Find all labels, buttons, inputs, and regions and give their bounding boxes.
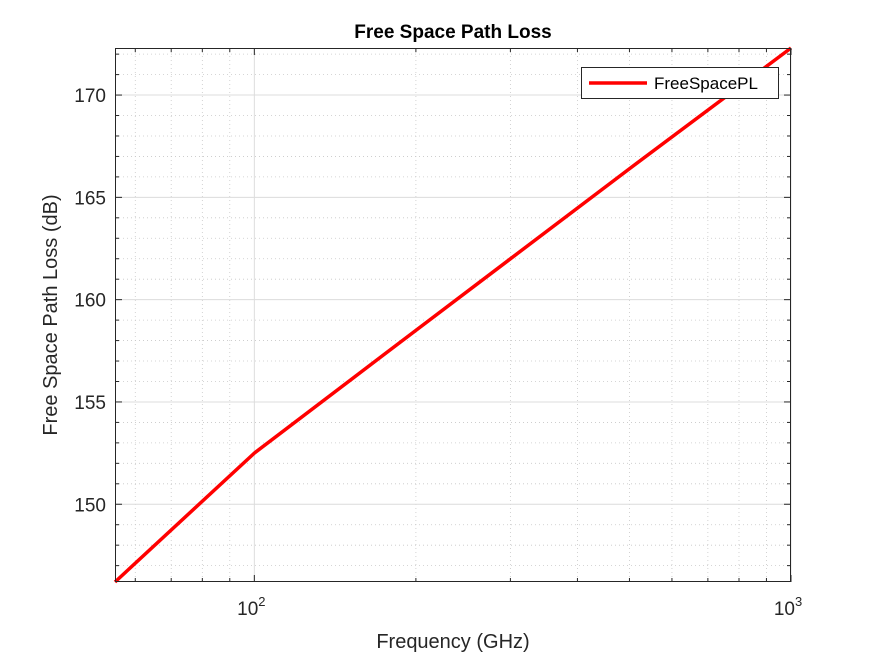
tick-marks xyxy=(115,48,792,582)
x-tick-label-exponent: 3 xyxy=(795,594,802,609)
x-tick-label-base: 10 xyxy=(774,599,795,620)
x-tick-label-exponent: 2 xyxy=(258,594,265,609)
x-axis-label: Frequency (GHz) xyxy=(376,631,529,653)
y-tick-label: 170 xyxy=(74,86,106,107)
chart-title: Free Space Path Loss xyxy=(354,22,551,43)
x-tick-label: 103 xyxy=(774,594,802,620)
legend-label: FreeSpacePL xyxy=(654,74,758,93)
x-tick-label-base: 10 xyxy=(237,599,258,620)
y-axis-label: Free Space Path Loss (dB) xyxy=(40,194,62,435)
series-layer xyxy=(113,46,793,584)
series-line-freespacepl xyxy=(113,46,793,584)
y-tick-label: 155 xyxy=(74,393,106,414)
axes-box xyxy=(115,48,791,582)
x-tick-label: 102 xyxy=(237,594,265,620)
minor-grid xyxy=(115,48,791,582)
y-tick-label: 150 xyxy=(74,495,106,516)
y-tick-label: 160 xyxy=(74,291,106,312)
y-tick-label: 165 xyxy=(74,188,106,209)
legend: FreeSpacePL xyxy=(581,67,779,99)
plot-area xyxy=(115,48,791,582)
